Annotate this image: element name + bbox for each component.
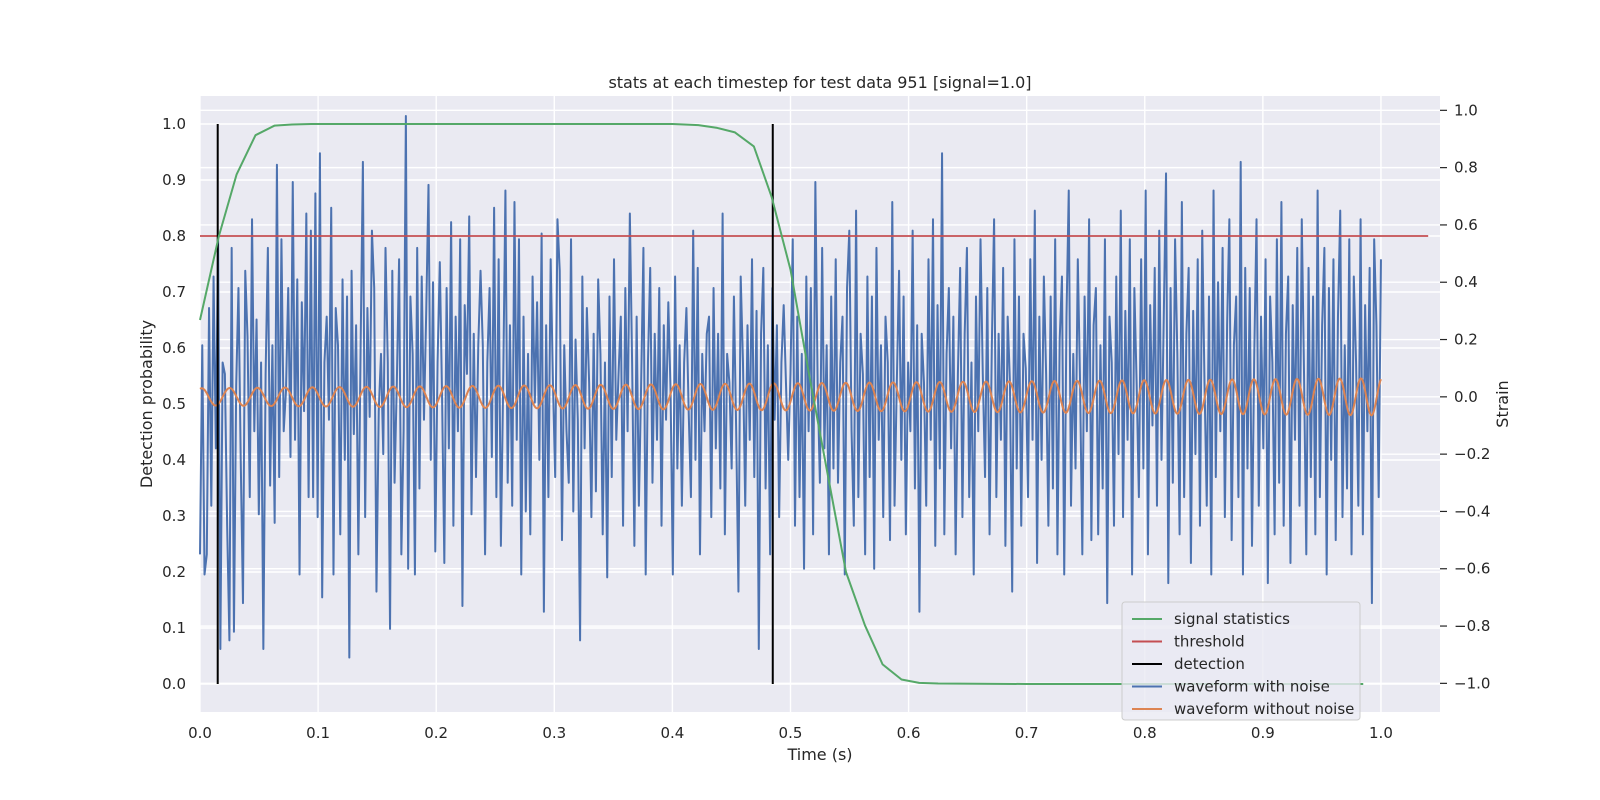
- y2-tick-label: 1.0: [1454, 101, 1478, 119]
- x-tick-label: 0.9: [1251, 724, 1275, 742]
- legend-label: threshold: [1174, 633, 1245, 651]
- x-tick-label: 0.4: [660, 724, 684, 742]
- legend-label: detection: [1174, 655, 1245, 673]
- x-tick-label: 0.0: [188, 724, 212, 742]
- y-tick-label: 0.6: [162, 339, 186, 357]
- series-group: [199, 115, 1429, 685]
- y-tick-label: 0.8: [162, 227, 186, 245]
- y-tick-label: 1.0: [162, 115, 186, 133]
- y2-tick-label: −0.8: [1454, 617, 1490, 635]
- legend-label: waveform without noise: [1174, 700, 1354, 718]
- x-tick-label: 1.0: [1369, 724, 1393, 742]
- y-tick-label: 0.1: [162, 619, 186, 637]
- x-tick-label: 0.5: [779, 724, 803, 742]
- x-axis-label: Time (s): [786, 745, 852, 764]
- y-tick-label: 0.9: [162, 171, 186, 189]
- y-tick-label: 0.5: [162, 395, 186, 413]
- y2-axis-label: Strain: [1493, 380, 1512, 427]
- y-tick-label: 0.2: [162, 563, 186, 581]
- series-waveform-with-noise: [199, 115, 1382, 659]
- series-signal-statistics: [199, 123, 1364, 685]
- y2-tick-label: 0.0: [1454, 388, 1478, 406]
- x-tick-label: 0.8: [1133, 724, 1157, 742]
- x-tick-label: 0.2: [424, 724, 448, 742]
- y2-tick-label: −0.4: [1454, 502, 1490, 520]
- y2-tick-label: −0.2: [1454, 445, 1490, 463]
- x-tick-label: 0.1: [306, 724, 330, 742]
- y-axis-label: Detection probability: [137, 320, 156, 488]
- y2-tick-label: −0.6: [1454, 560, 1490, 578]
- y-tick-label: 0.3: [162, 507, 186, 525]
- y2-tick-label: 0.6: [1454, 216, 1478, 234]
- legend: signal statistics threshold detection wavef…: [1121, 601, 1361, 721]
- y2-tick-label: 0.8: [1454, 159, 1478, 177]
- x-tick-label: 0.3: [542, 724, 566, 742]
- y2-tick-label: −1.0: [1454, 674, 1490, 692]
- y2-tick-label: 0.2: [1454, 331, 1478, 349]
- y-tick-label: 0.7: [162, 283, 186, 301]
- series-waveform-without-noise: [199, 377, 1382, 417]
- y2-tick-label: 0.4: [1454, 273, 1478, 291]
- y-tick-label: 0.0: [162, 675, 186, 693]
- legend-label: signal statistics: [1174, 610, 1290, 628]
- chart-title: stats at each timestep for test data 951…: [608, 73, 1031, 92]
- x-tick-label: 0.7: [1015, 724, 1039, 742]
- legend-frame: [1121, 601, 1361, 721]
- legend-label: waveform with noise: [1174, 678, 1330, 696]
- y-tick-label: 0.4: [162, 451, 186, 469]
- x-tick-label: 0.6: [897, 724, 921, 742]
- axes: 0.0 0.1 0.2 0.3 0.4 0.5 0.6 0.7 0.8 0.9 1.0 0.0 0.1 0…: [162, 101, 1490, 742]
